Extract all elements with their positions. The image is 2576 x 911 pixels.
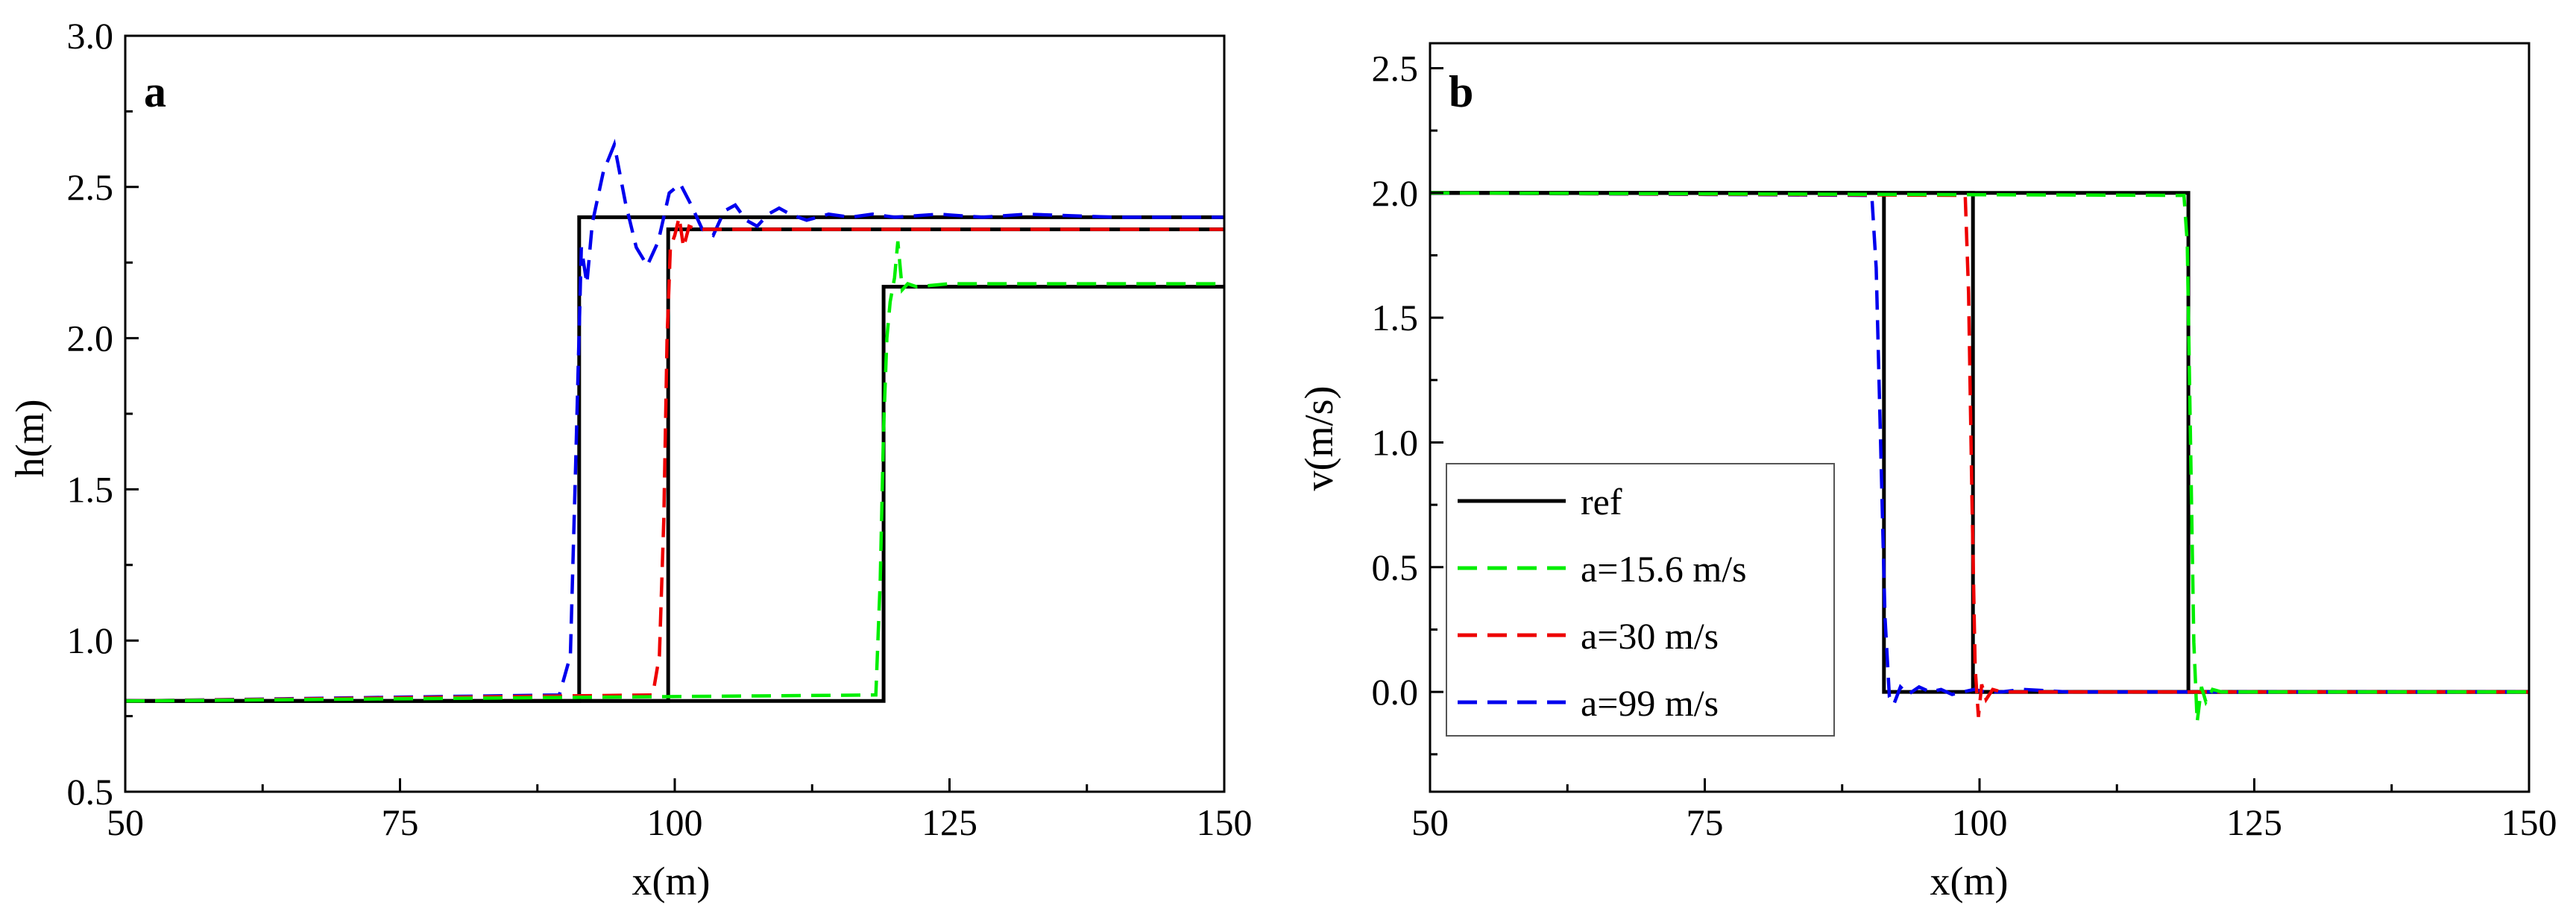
panel-a-series-a30-line-4 <box>125 216 1224 703</box>
panel-b-series-a15-line-5 <box>1430 191 2529 722</box>
panel-b-x-tick-label: 125 <box>2226 801 2282 843</box>
legend-label-a30: a=30 m/s <box>1581 615 1719 657</box>
panel-b-x-tick-label: 75 <box>1687 801 1724 843</box>
panel-a-y-tick-label: 2.5 <box>67 166 114 208</box>
panel-a-series-group <box>125 139 1224 703</box>
panel-b-y-tick-label: 1.0 <box>1372 421 1419 463</box>
panel-a-y-tick-label: 1.0 <box>67 620 114 661</box>
panel-a-series-ref-line-0 <box>125 215 1224 703</box>
legend-label-a15: a=15.6 m/s <box>1581 548 1747 590</box>
panel-b-x-axis-title: x(m) <box>1930 859 2009 904</box>
panel-b-y-tick-label: 0.5 <box>1372 546 1419 588</box>
panel-a-series-ref-line-2 <box>125 285 1224 703</box>
panel-a-y-tick-label: 1.5 <box>67 468 114 510</box>
legend-frame <box>1446 463 1835 737</box>
panel-a-series-ref-line-1 <box>125 227 1224 703</box>
panel-b-series-group <box>1430 191 2529 722</box>
panel-b-series-a99-line-3 <box>1430 191 2529 709</box>
panel-b-chart: b v(m/s) x(m) 50 75 100 125 150 0.0 0.5 1.0 1.5 2… <box>1297 42 2557 904</box>
legend-label-a99: a=99 m/s <box>1581 682 1719 724</box>
panel-a-x-axis-title: x(m) <box>632 859 711 904</box>
panel-a-x-tick-label: 100 <box>647 801 703 843</box>
panel-b-y-tick-label: 0.0 <box>1372 671 1419 713</box>
panel-b-y-axis-title: v(m/s) <box>1297 386 1341 491</box>
panel-a-y-tick-label: 0.5 <box>67 771 114 813</box>
panel-b-y-tick-label: 1.5 <box>1372 297 1419 338</box>
panel-a-chart: a h(m) x(m) 50 75 100 125 150 0.5 1.0 1.5 2.0 2.5… <box>7 15 1253 904</box>
panel-b-y-tick-label: 2.0 <box>1372 172 1419 214</box>
panel-a-x-tick-label: 125 <box>922 801 977 843</box>
panel-a-label: a <box>144 67 166 116</box>
panel-a-x-tick-label: 50 <box>107 801 144 843</box>
legend: ref a=15.6 m/s a=30 m/s a=99 m/s <box>1446 463 1835 737</box>
panel-a-plot-frame <box>124 34 1226 793</box>
panel-a-y-tick-label: 2.0 <box>67 318 114 359</box>
panel-a-series-a15-line-5 <box>125 241 1224 703</box>
legend-label-ref: ref <box>1581 481 1622 523</box>
panel-a-x-tick-label: 75 <box>382 801 419 843</box>
panel-a-series-a99-line-3 <box>125 139 1224 703</box>
panel-b-x-tick-label: 100 <box>1952 801 2008 843</box>
panel-a-y-axis-title: h(m) <box>7 400 52 478</box>
panel-b-y-tick-label: 2.5 <box>1372 47 1419 89</box>
panel-b-label: b <box>1449 67 1473 116</box>
panel-a-x-tick-label: 150 <box>1197 801 1253 843</box>
panel-a-y-tick-label: 3.0 <box>67 15 114 57</box>
panel-b-x-tick-label: 150 <box>2501 801 2557 843</box>
panel-b-x-tick-label: 50 <box>1411 801 1449 843</box>
